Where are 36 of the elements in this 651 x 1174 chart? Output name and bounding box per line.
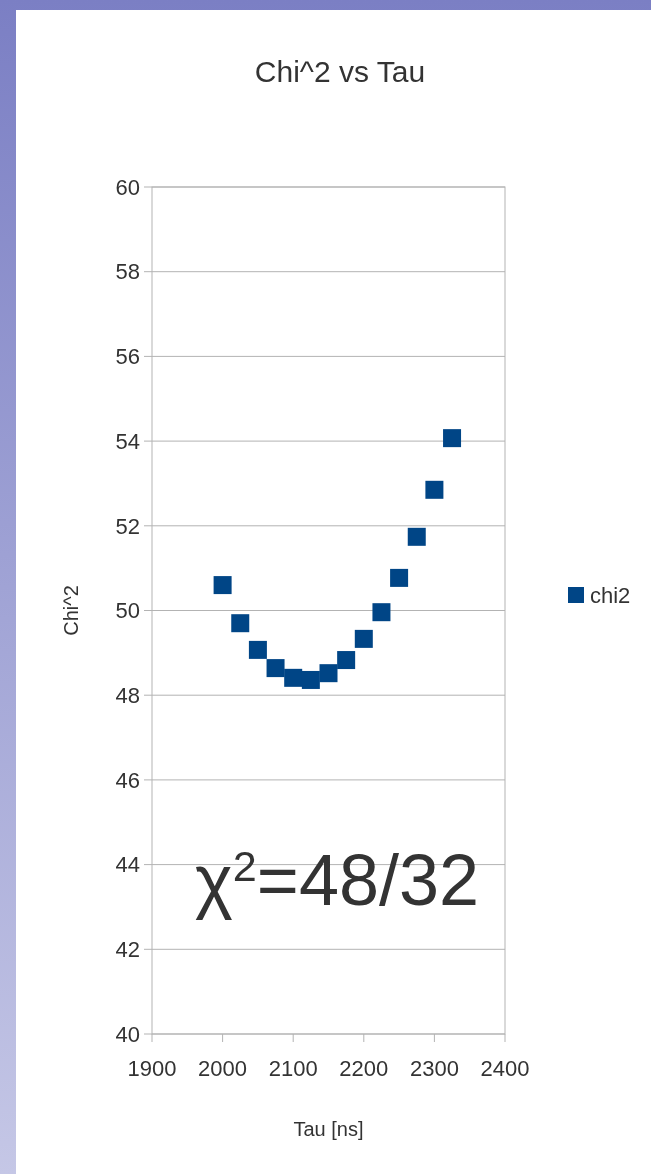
point [425,480,444,499]
y-tick-label: 56 [115,344,140,370]
point [407,527,426,546]
y-tick-label: 44 [115,852,140,878]
point [231,614,250,633]
y-tick-label: 52 [115,513,140,539]
point [213,576,232,595]
x-axis-title: Tau [ns] [293,1118,364,1140]
point [319,664,338,683]
x-tick-label: 2000 [198,1056,248,1081]
y-tick-label: 46 [115,767,140,793]
y-tick-label: 60 [115,174,140,200]
point [337,651,356,670]
x-tick-label: 2200 [339,1056,389,1081]
point [354,629,373,648]
point [248,640,267,659]
y-tick-label: 54 [115,428,140,454]
point [284,668,303,687]
y-tick-label: 58 [115,259,140,285]
annotation: χ$^{2}$=48/32 [195,840,480,920]
y-tick-label: 48 [115,682,140,708]
x-tick-label: 1900 [127,1056,177,1081]
chart-title: Chi^2 vs Tau [254,55,426,88]
point [266,659,285,678]
y-axis-title: Chi^2 [60,585,82,636]
x-tick-label: 2300 [409,1056,459,1081]
y-tick-label: 50 [115,598,140,624]
x-tick-label: 2400 [480,1056,530,1081]
point [372,603,391,622]
point [301,670,320,689]
y-tick-label: 42 [115,937,140,962]
y-tick-label: 40 [115,1021,140,1047]
point [390,568,409,587]
x-tick-label: 2100 [268,1056,318,1081]
point [443,429,462,448]
legend-label: chi2 [590,582,631,608]
